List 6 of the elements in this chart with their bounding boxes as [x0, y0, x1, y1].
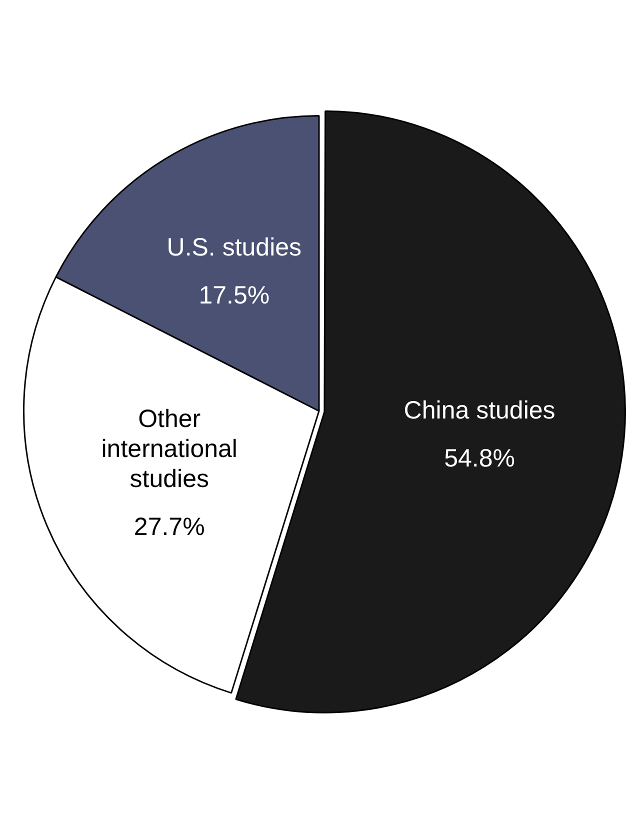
slice-label: U.S. studies: [166, 233, 302, 262]
data-label: 54.8%: [444, 444, 515, 472]
data-label: 27.7%: [134, 512, 205, 541]
data-label: 17.5%: [198, 281, 270, 310]
slice-label: Other international studies: [101, 404, 238, 493]
slice-label: China studies: [404, 396, 556, 424]
